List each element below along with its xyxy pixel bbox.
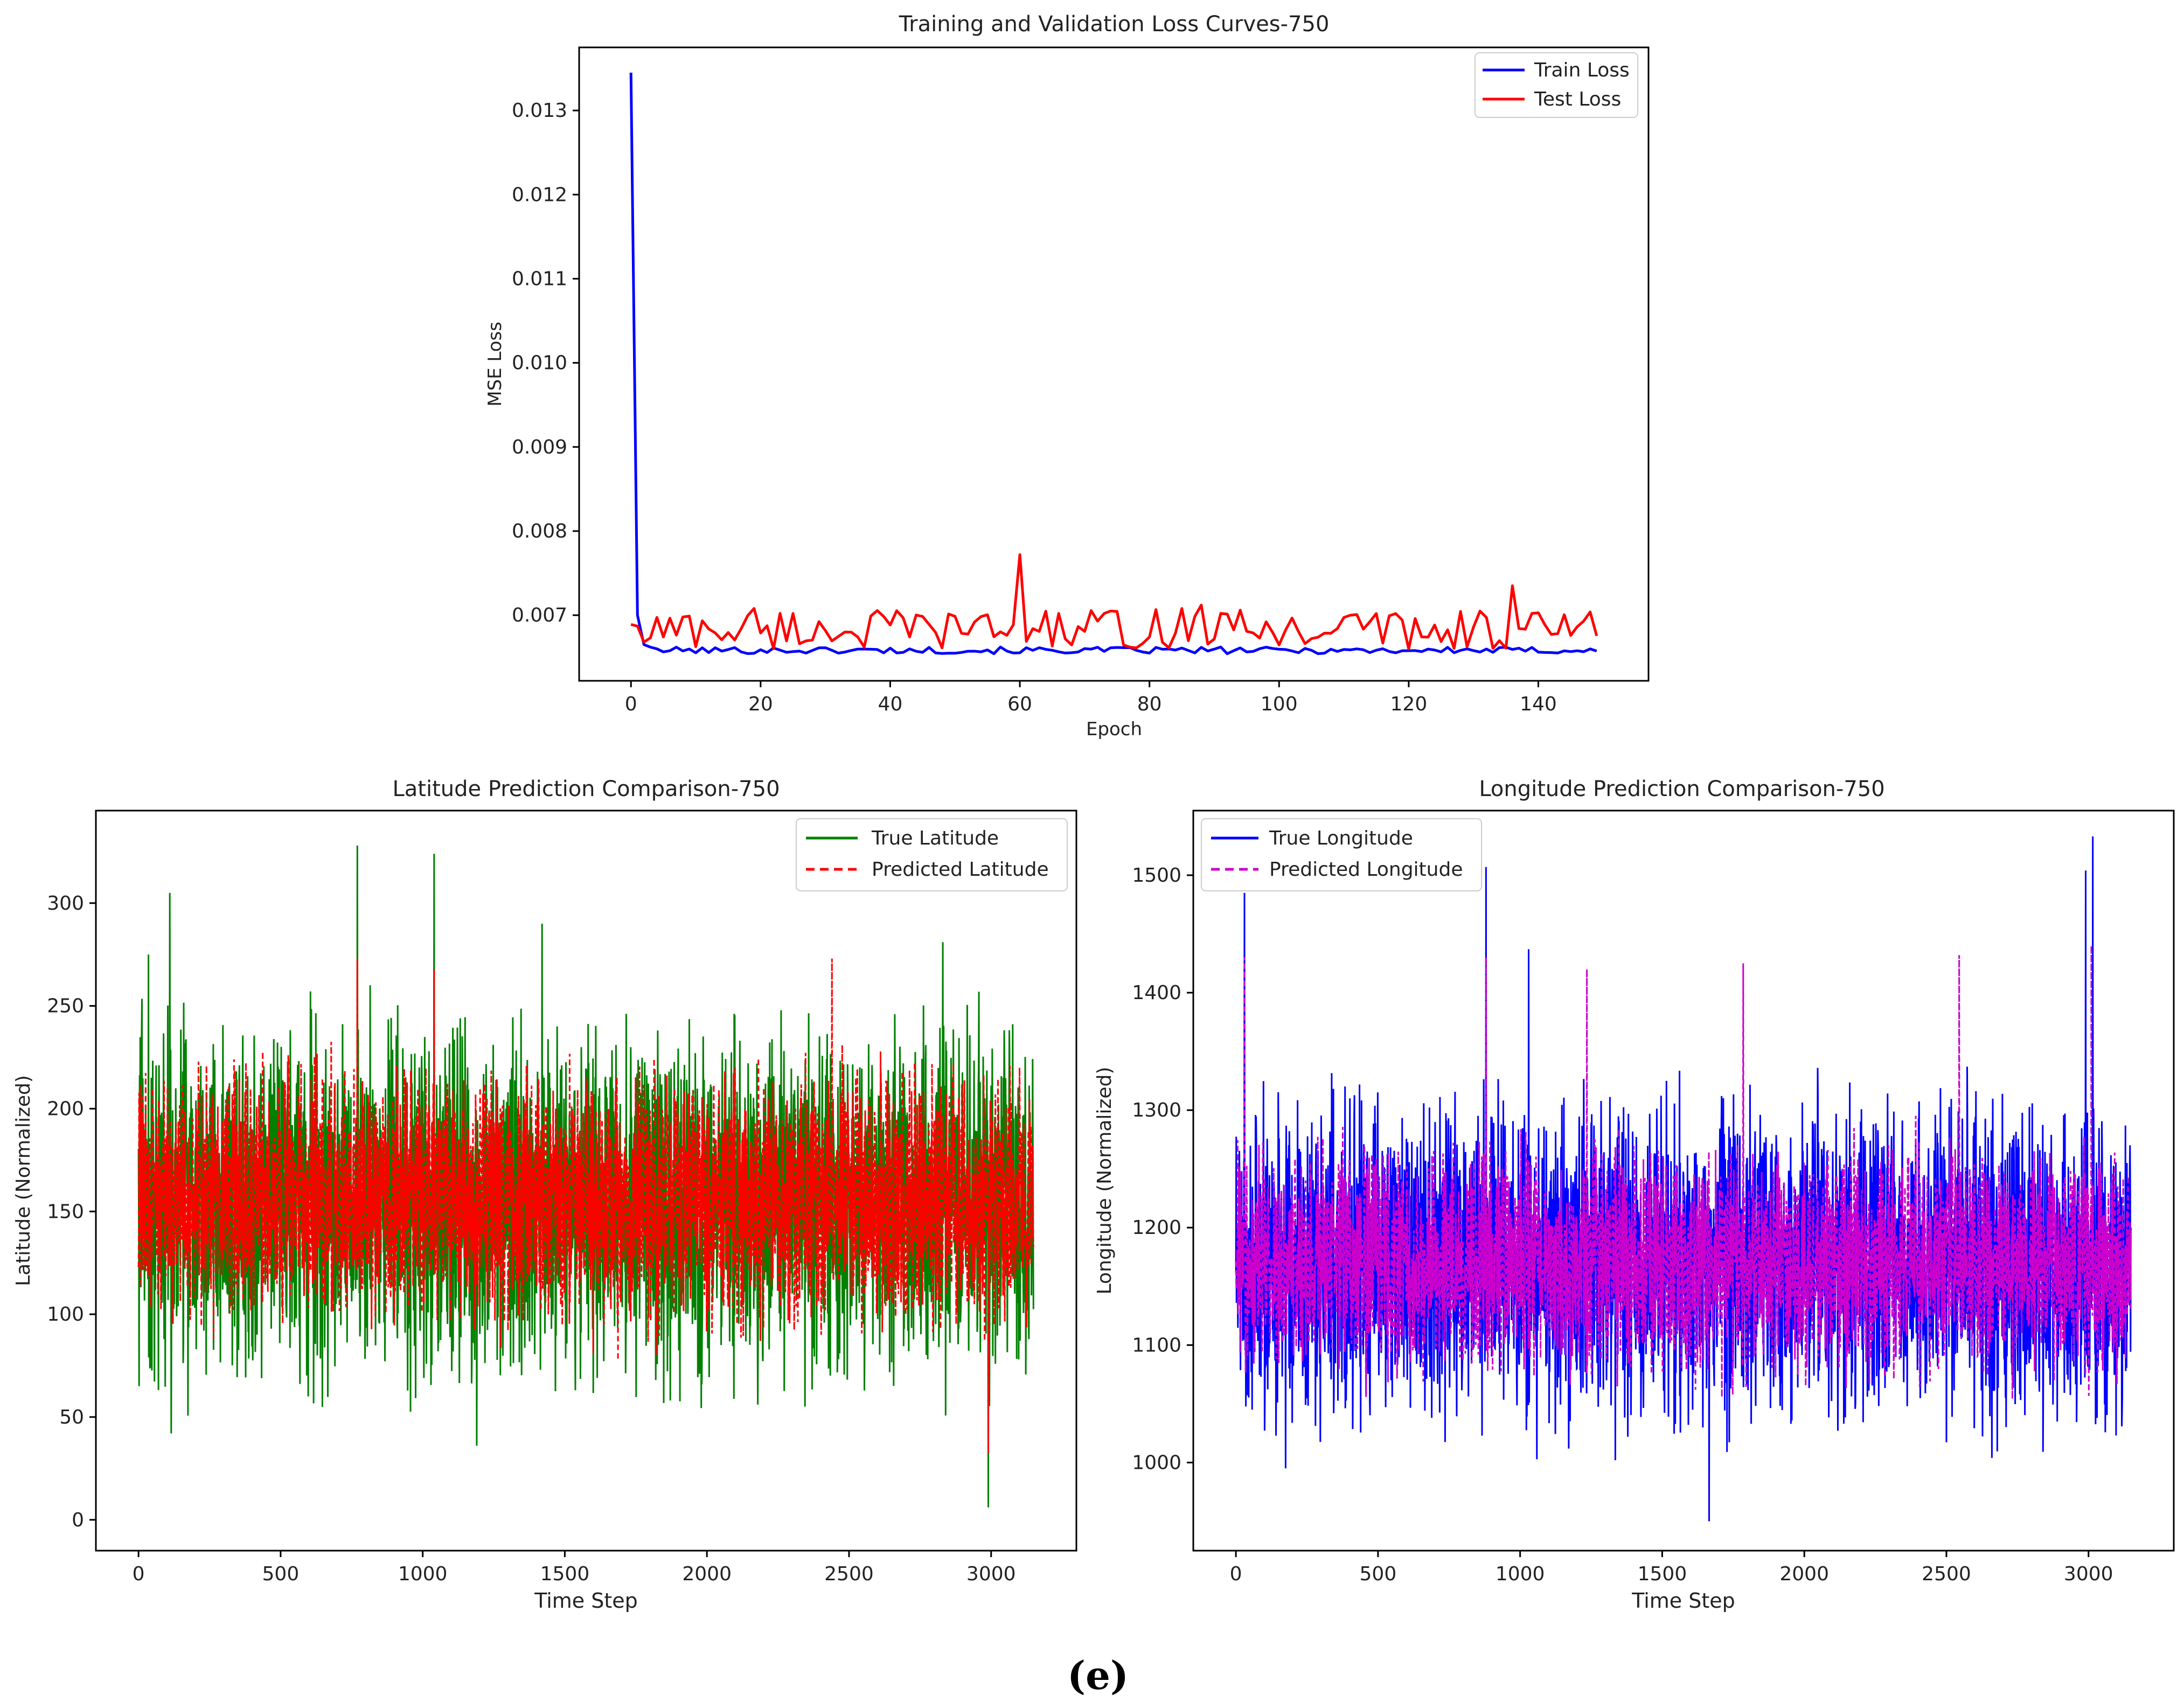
y-tick-label: 0.010: [512, 352, 567, 374]
test-loss-line: [630, 553, 1598, 651]
latitude-y-axis-label: Latitude (Normalized): [12, 1075, 34, 1286]
longitude-legend: True Longitude Predicted Longitude: [1201, 818, 1482, 891]
x-tick-label: 0: [133, 1563, 145, 1585]
y-tick-label: 0.008: [512, 520, 567, 542]
longitude-y-axis-label: Longitude (Normalized): [1094, 1067, 1116, 1295]
y-tick-label: 1300: [1132, 1099, 1181, 1121]
loss-y-axis-label: MSE Loss: [484, 322, 506, 407]
x-tick-label: 3000: [966, 1563, 1016, 1585]
x-tick-label: 0: [625, 693, 637, 715]
x-tick-label: 500: [262, 1563, 300, 1585]
longitude-legend-box: [1201, 818, 1482, 891]
loss-x-axis-label: Epoch: [1086, 719, 1142, 740]
latitude-chart-title: Latitude Prediction Comparison-750: [392, 777, 780, 801]
y-tick-label: 1200: [1132, 1217, 1181, 1239]
y-tick-label: 250: [47, 995, 84, 1017]
y-tick-label: 150: [47, 1201, 84, 1223]
latitude-legend: True Latitude Predicted Latitude: [796, 818, 1068, 891]
y-tick-label: 1400: [1132, 982, 1181, 1004]
legend-label-test-loss: Test Loss: [1534, 88, 1621, 110]
x-tick-label: 2500: [824, 1563, 874, 1585]
x-tick-label: 2000: [1779, 1563, 1829, 1585]
y-tick-label: 300: [47, 892, 84, 915]
y-tick-label: 0.011: [512, 268, 567, 290]
legend-label-predicted-latitude: Predicted Latitude: [872, 859, 1049, 881]
x-tick-label: 1500: [540, 1563, 590, 1585]
y-tick-label: 1500: [1132, 864, 1181, 887]
y-tick-label: 1000: [1132, 1452, 1181, 1474]
x-tick-label: 3000: [2064, 1563, 2113, 1585]
y-tick-label: 100: [47, 1303, 84, 1326]
y-tick-label: 0.013: [512, 100, 567, 122]
figure-caption: (e): [1067, 1652, 1129, 1698]
latitude-plot-frame: [95, 810, 1077, 1552]
y-tick-label: 0: [72, 1509, 84, 1531]
loss-chart-title: Training and Validation Loss Curves-750: [899, 12, 1330, 37]
train-loss-line: [629, 72, 1597, 655]
x-tick-label: 60: [1007, 693, 1032, 715]
x-tick-label: 2000: [682, 1563, 732, 1585]
y-tick-label: 200: [47, 1098, 84, 1120]
x-tick-label: 40: [878, 693, 903, 715]
longitude-chart-title: Longitude Prediction Comparison-750: [1479, 777, 1884, 801]
latitude-legend-box: [796, 818, 1068, 891]
y-tick-label: 0.009: [512, 436, 567, 458]
legend-label-true-latitude: True Latitude: [871, 827, 999, 849]
longitude-chart: Longitude Prediction Comparison-750 0 500…: [1094, 777, 2175, 1613]
y-tick-label: 0.007: [512, 604, 567, 626]
x-tick-label: 140: [1520, 693, 1557, 715]
longitude-plot-frame: [1192, 810, 2175, 1552]
latitude-chart: Latitude Prediction Comparison-750 0 500 1…: [12, 777, 1077, 1613]
x-tick-label: 80: [1137, 693, 1162, 715]
legend-label-predicted-longitude: Predicted Longitude: [1269, 859, 1463, 881]
y-tick-label: 1100: [1132, 1334, 1181, 1356]
x-tick-label: 2500: [1922, 1563, 1971, 1585]
x-tick-label: 100: [1261, 693, 1298, 715]
legend-label-true-longitude: True Longitude: [1269, 827, 1413, 849]
latitude-x-axis-label: Time Step: [534, 1589, 638, 1613]
loss-chart: Training and Validation Loss Curves-750 …: [484, 12, 1650, 740]
y-tick-label: 0.012: [512, 184, 567, 206]
x-tick-label: 1000: [1496, 1563, 1545, 1585]
x-tick-label: 1500: [1638, 1563, 1687, 1585]
loss-plot-frame: [578, 46, 1650, 682]
predicted-latitude-line: [137, 958, 1034, 1454]
x-tick-label: 20: [748, 693, 773, 715]
legend-label-train-loss: Train Loss: [1534, 59, 1630, 81]
x-tick-label: 500: [1360, 1563, 1397, 1585]
true-longitude-line: [1235, 836, 2132, 1522]
x-tick-label: 0: [1230, 1563, 1242, 1585]
predicted-longitude-line: [1235, 945, 2132, 1399]
loss-legend: Train Loss Test Loss: [1474, 52, 1638, 118]
x-tick-label: 1000: [398, 1563, 448, 1585]
longitude-x-axis-label: Time Step: [1631, 1589, 1735, 1613]
y-tick-label: 50: [59, 1406, 84, 1428]
x-tick-label: 120: [1390, 693, 1428, 715]
